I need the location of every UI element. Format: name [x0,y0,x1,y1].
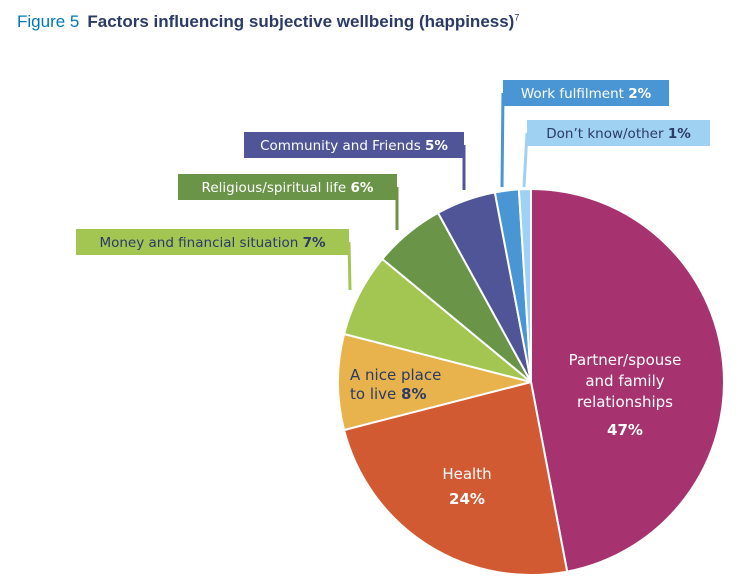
slice-label-line: and family [585,372,664,390]
slice-value-partner: 47% [607,421,643,439]
slice-label-line: relationships [577,393,673,411]
slice-value-health: 24% [449,490,485,508]
slice-label-health: Health 24% [442,465,491,508]
chart-title: Factors influencing subjective wellbeing… [87,12,515,31]
callout-label-work: Work fulfilment 2% [521,86,652,102]
callout-label-dontknow: Don’t know/other 1% [546,126,691,142]
slice-value-nice_place: 8% [401,385,426,403]
pie-slice-partner [530,187,725,573]
callout-leader-line [522,132,529,188]
slice-label-line: Health [442,465,491,483]
callout-label-money: Money and financial situation 7% [99,235,326,251]
slice-label-line: A nice place [350,366,441,384]
callout-box [527,120,710,146]
callout-dontknow: Don’t know/other 1% [522,120,710,188]
pie-slice-nice_place [337,332,532,432]
pie-slice-health [342,380,569,576]
slice-value-community: 5% [425,138,448,154]
callout-religious: Religious/spiritual life 6% [178,174,399,230]
callout-leader-line [347,241,352,291]
callout-community: Community and Friends 5% [244,132,466,190]
callout-box [178,174,397,200]
callout-leader-line [500,92,505,188]
slice-label-line: to live 8% [350,385,427,403]
pie-slice-dontknow [517,187,532,383]
slice-label-partner: Partner/spouse and family relationships 47% [569,351,682,439]
callout-money: Money and financial situation 7% [76,229,352,291]
callout-box [244,132,464,158]
slice-value-religious: 6% [351,180,374,196]
figure-title: Figure 5 Factors influencing subjective w… [17,12,519,32]
figure-number: Figure 5 [17,12,80,31]
footnote-ref: 7 [514,12,520,23]
slice-value-work: 2% [628,86,651,102]
callout-label-religious: Religious/spiritual life 6% [202,180,374,196]
callout-work: Work fulfilment 2% [500,80,669,188]
slice-value-dontknow: 1% [668,126,691,142]
callout-box [503,80,669,106]
slice-value-money: 7% [303,235,326,251]
callout-label-community: Community and Friends 5% [260,138,448,154]
callout-box [76,229,349,255]
slice-label-line: Partner/spouse [569,351,682,369]
